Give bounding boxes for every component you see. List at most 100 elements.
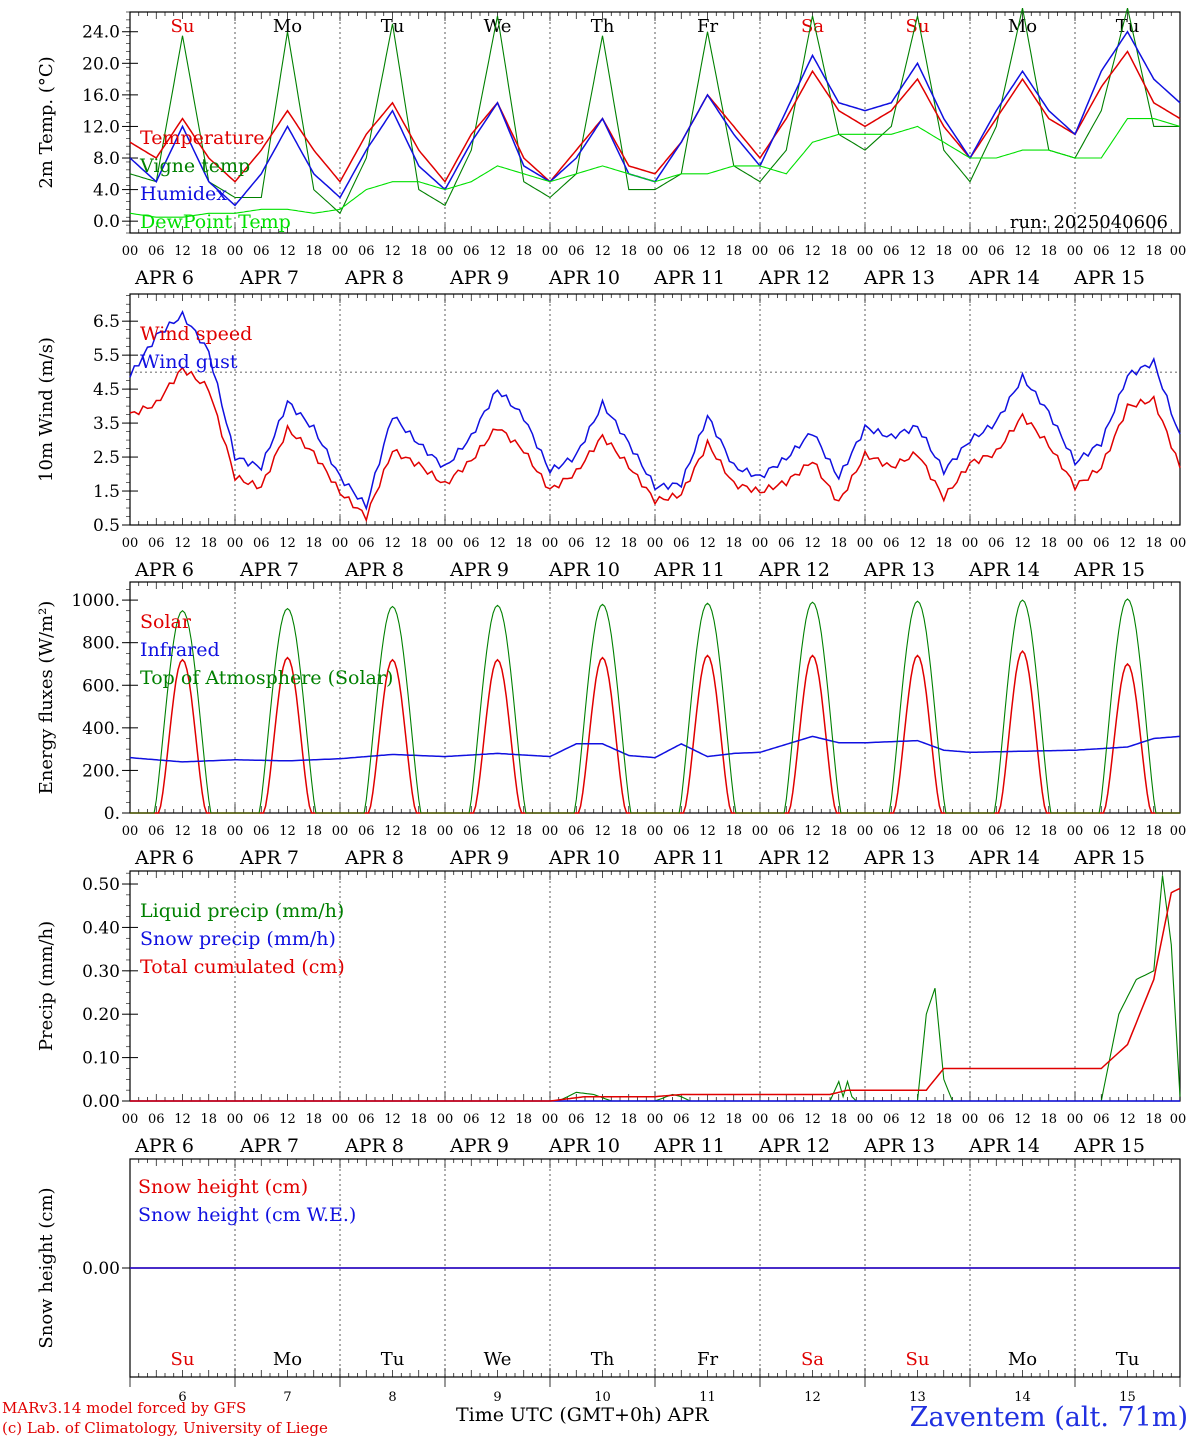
weekday-label: Mo [273, 16, 302, 37]
day-label: APR 14 [968, 847, 1040, 869]
day-label: APR 6 [134, 267, 194, 289]
day-label: APR 8 [344, 847, 404, 869]
y-tick-label: 0.0 [93, 212, 120, 232]
hour-label: 06 [358, 244, 375, 259]
hour-label: 00 [752, 824, 769, 839]
hour-label: 00 [962, 1112, 979, 1127]
hour-label: 06 [988, 824, 1005, 839]
hour-label: 18 [935, 824, 952, 839]
y-tick-label: 800. [82, 634, 120, 654]
y-tick-label: 0.20 [82, 1005, 120, 1025]
hour-label: 06 [568, 244, 585, 259]
hour-label: 12 [699, 244, 716, 259]
hour-label: 06 [988, 536, 1005, 551]
y-axis-label: Energy fluxes (W/m²) [36, 601, 57, 795]
run-label: run: 2025040606 [1010, 212, 1168, 233]
y-tick-label: 8.0 [93, 149, 120, 169]
hour-label: 12 [174, 824, 191, 839]
hour-label: 12 [699, 1112, 716, 1127]
day-number-label: 8 [388, 1390, 396, 1405]
day-label: APR 9 [449, 267, 509, 289]
model-credit: MARv3.14 model forced by GFS (c) Lab. of… [2, 1398, 328, 1438]
hour-label: 00 [752, 1112, 769, 1127]
day-label: APR 15 [1073, 559, 1145, 581]
day-label: APR 9 [449, 1135, 509, 1157]
y-tick-label: 3.5 [93, 414, 120, 434]
hour-label: 06 [568, 824, 585, 839]
y-axis-label: 2m Temp. (°C) [36, 56, 57, 188]
y-tick-label: 5.5 [93, 346, 120, 366]
hour-label: 00 [857, 1112, 874, 1127]
hour-label: 06 [148, 244, 165, 259]
hour-label: 18 [830, 1112, 847, 1127]
y-tick-label: 0.5 [93, 516, 120, 536]
hour-label: 12 [909, 824, 926, 839]
weekday-label: Sa [801, 1349, 824, 1370]
hour-label: 06 [778, 244, 795, 259]
hour-label: 06 [253, 244, 270, 259]
weekday-label: We [484, 16, 512, 37]
hour-label: 00 [122, 244, 139, 259]
y-tick-label: 400. [82, 719, 120, 739]
legend-entry: Top of Atmosphere (Solar) [140, 667, 393, 689]
day-label: APR 7 [239, 847, 299, 869]
day-label: APR 15 [1073, 847, 1145, 869]
hour-label: 06 [883, 824, 900, 839]
weekday-label: Tu [1116, 16, 1140, 37]
hour-label: 06 [253, 1112, 270, 1127]
hour-label: 12 [804, 536, 821, 551]
hour-label: 18 [1145, 244, 1162, 259]
hour-label: 12 [384, 824, 401, 839]
hour-label: 18 [620, 536, 637, 551]
hour-label: 12 [909, 536, 926, 551]
day-label: APR 12 [758, 1135, 830, 1157]
hour-label: 00 [1170, 1112, 1187, 1127]
hour-label: 12 [699, 824, 716, 839]
weekday-label: Su [906, 16, 930, 37]
day-label: APR 12 [758, 267, 830, 289]
y-tick-label: 0.40 [82, 918, 120, 938]
day-label: APR 10 [548, 1135, 620, 1157]
day-label: APR 11 [653, 267, 725, 289]
hour-label: 06 [1093, 824, 1110, 839]
weekday-label: Fr [697, 1349, 718, 1370]
legend-entry: Snow precip (mm/h) [140, 928, 336, 950]
hour-label: 00 [647, 1112, 664, 1127]
hour-label: 18 [1040, 1112, 1057, 1127]
hour-label: 00 [227, 244, 244, 259]
hour-label: 06 [883, 1112, 900, 1127]
hour-label: 00 [962, 244, 979, 259]
weekday-label: We [484, 1349, 512, 1370]
weekday-label: Su [171, 1349, 195, 1370]
day-label: APR 14 [968, 267, 1040, 289]
hour-label: 00 [647, 536, 664, 551]
hour-label: 06 [463, 536, 480, 551]
hour-label: 18 [725, 1112, 742, 1127]
series-line-total-cumulated-cm [130, 887, 1181, 1102]
hour-label: 18 [410, 536, 427, 551]
day-label: APR 11 [653, 847, 725, 869]
day-number-label: 9 [493, 1390, 501, 1405]
weekday-label: Mo [273, 1349, 302, 1370]
hour-label: 00 [752, 244, 769, 259]
day-label: APR 10 [548, 847, 620, 869]
hour-label: 12 [279, 1112, 296, 1127]
hour-label: 18 [830, 536, 847, 551]
hour-label: 12 [1014, 824, 1031, 839]
day-label: APR 11 [653, 559, 725, 581]
time-axis-title: Time UTC (GMT+0h) APR [456, 1404, 709, 1426]
day-label: APR 14 [968, 559, 1040, 581]
hour-label: 06 [1093, 244, 1110, 259]
hour-label: 12 [594, 536, 611, 551]
model-credit-line1: MARv3.14 model forced by GFS [2, 1399, 247, 1417]
hour-label: 12 [279, 244, 296, 259]
hour-label: 00 [1067, 1112, 1084, 1127]
day-label: APR 13 [863, 559, 935, 581]
hour-label: 12 [384, 536, 401, 551]
hour-label: 12 [279, 536, 296, 551]
legend-entry: Liquid precip (mm/h) [140, 900, 344, 922]
day-label: APR 7 [239, 1135, 299, 1157]
weekday-label: Tu [1116, 1349, 1140, 1370]
legend-entry: Humidex [140, 183, 227, 205]
